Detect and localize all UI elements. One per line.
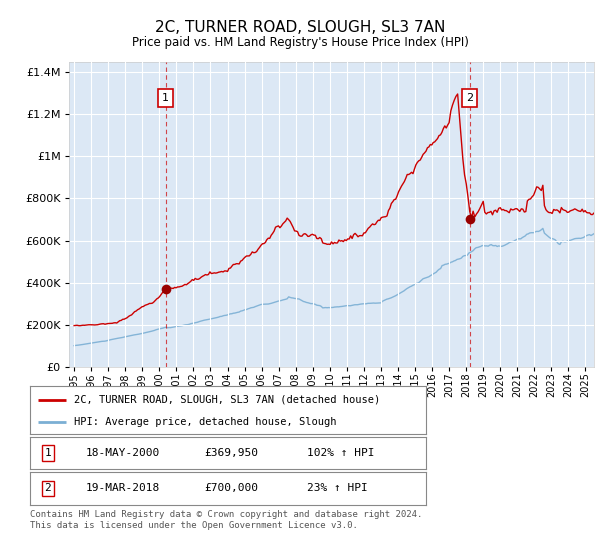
Text: 2C, TURNER ROAD, SLOUGH, SL3 7AN: 2C, TURNER ROAD, SLOUGH, SL3 7AN — [155, 20, 445, 35]
Text: 2C, TURNER ROAD, SLOUGH, SL3 7AN (detached house): 2C, TURNER ROAD, SLOUGH, SL3 7AN (detach… — [74, 395, 380, 405]
Text: Contains HM Land Registry data © Crown copyright and database right 2024.
This d: Contains HM Land Registry data © Crown c… — [30, 510, 422, 530]
Text: 102% ↑ HPI: 102% ↑ HPI — [307, 448, 375, 458]
Text: 1: 1 — [163, 93, 169, 103]
Text: 2: 2 — [44, 483, 51, 493]
Text: Price paid vs. HM Land Registry's House Price Index (HPI): Price paid vs. HM Land Registry's House … — [131, 36, 469, 49]
Text: 2: 2 — [466, 93, 473, 103]
Text: 1: 1 — [44, 448, 51, 458]
Text: £369,950: £369,950 — [204, 448, 258, 458]
Text: 18-MAY-2000: 18-MAY-2000 — [85, 448, 160, 458]
Text: 19-MAR-2018: 19-MAR-2018 — [85, 483, 160, 493]
Text: HPI: Average price, detached house, Slough: HPI: Average price, detached house, Slou… — [74, 417, 336, 427]
Text: 23% ↑ HPI: 23% ↑ HPI — [307, 483, 368, 493]
Text: £700,000: £700,000 — [204, 483, 258, 493]
